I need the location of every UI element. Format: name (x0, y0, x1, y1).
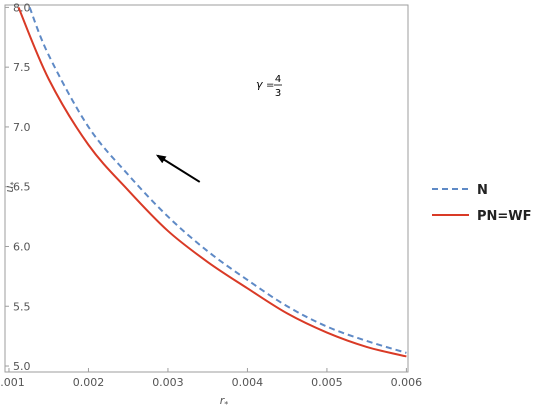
x-axis-label: r* (220, 394, 229, 409)
series-line-n (28, 7, 407, 354)
gamma-annotation: γ = 4 3 (256, 74, 282, 99)
legend-label-pn-wf: PN=WF (477, 209, 532, 224)
y-axis-label: u* (3, 182, 18, 193)
x-tick-label: 0.003 (152, 376, 184, 389)
legend-label-n: N (477, 183, 488, 198)
x-tick-label: 0.001 (0, 376, 25, 389)
series-line-pn-wf (17, 7, 407, 358)
y-axis-label-sub: * (9, 182, 18, 186)
gamma-numerator: 4 (275, 74, 281, 85)
x-axis-label-sub: * (224, 400, 228, 409)
gamma-denominator: 3 (275, 88, 281, 99)
y-tick-label: 5.0 (13, 360, 31, 373)
gamma-symbol: γ (256, 78, 263, 91)
x-tick-label: 0.005 (311, 376, 343, 389)
gamma-equals: = (266, 80, 274, 91)
y-tick-label: 6.0 (13, 240, 31, 253)
y-tick-label: 8.0 (13, 1, 31, 14)
legend-item-pn-wf: PN=WF (432, 209, 532, 224)
y-tick-label: 5.5 (13, 300, 31, 313)
y-tick-label: 7.0 (13, 121, 31, 134)
x-tick-label: 0.002 (73, 376, 105, 389)
y-tick-label: 6.5 (13, 181, 31, 194)
plot-frame (4, 4, 409, 373)
legend: N PN=WF (432, 183, 532, 224)
axis-ticks: 0.001 0.002 0.003 0.004 0.005 0.006 5.0 5.5 6.0 6… (0, 1, 422, 389)
series-layer (17, 7, 407, 358)
direction-arrow (155, 154, 201, 183)
x-tick-label: 0.006 (391, 376, 423, 389)
legend-item-n: N (432, 183, 488, 198)
x-tick-label: 0.004 (232, 376, 264, 389)
y-tick-label: 7.5 (13, 61, 31, 74)
